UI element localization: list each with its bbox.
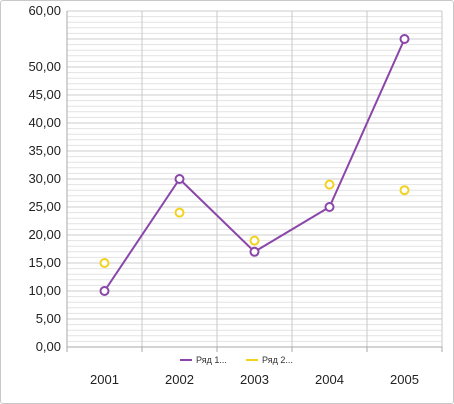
series-1-point xyxy=(399,34,410,44)
y-tick-label: 25,00 xyxy=(28,199,61,214)
series-2-point xyxy=(249,235,260,246)
series-1-point xyxy=(99,286,110,296)
series-2-point xyxy=(174,207,185,218)
series-1-point xyxy=(324,202,335,212)
x-tick-label: 2001 xyxy=(90,372,119,387)
series-2-point xyxy=(99,258,110,268)
x-tick-label: 2002 xyxy=(165,372,194,387)
y-tick-label: 45,00 xyxy=(28,87,61,102)
series-1-point xyxy=(249,246,260,257)
y-tick-label: 50,00 xyxy=(28,59,61,74)
y-tick-label: 60,00 xyxy=(28,3,61,18)
y-tick-label: 5,00 xyxy=(36,311,61,326)
x-tick-label: 2005 xyxy=(390,372,419,387)
y-tick-label: 30,00 xyxy=(28,171,61,186)
x-tick-label: 2004 xyxy=(315,372,344,387)
y-tick-label: 40,00 xyxy=(28,115,61,130)
y-tick-label: 35,00 xyxy=(28,143,61,158)
series-2-point xyxy=(324,179,335,190)
y-tick-label: 15,00 xyxy=(28,255,61,270)
y-tick-label: 10,00 xyxy=(28,283,61,298)
series-2-point xyxy=(399,185,410,196)
legend-label-1: Ряд 1... xyxy=(196,355,227,365)
y-tick-label: 0,00 xyxy=(36,339,61,354)
x-tick-label: 2003 xyxy=(240,372,269,387)
series-1-point xyxy=(174,174,185,184)
legend-label-2: Ряд 2... xyxy=(262,355,293,365)
y-tick-label: 20,00 xyxy=(28,227,61,242)
